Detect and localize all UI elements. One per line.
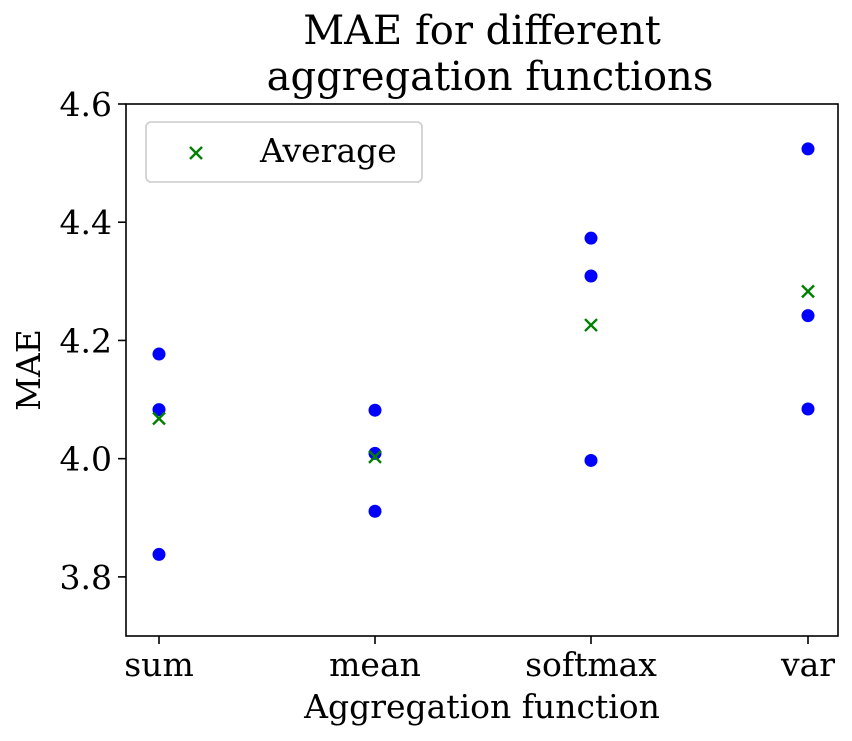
data-point-sum <box>152 347 166 361</box>
data-point-mean <box>368 504 382 518</box>
y-tick-label: 3.8 <box>60 558 112 597</box>
data-point-softmax <box>584 231 598 245</box>
legend-box <box>145 121 423 183</box>
x-tick-label-var: var <box>780 645 835 684</box>
y-axis-ticks: 3.8 4.0 4.2 4.4 4.6 <box>60 85 126 597</box>
legend-average-x-marker <box>189 146 203 160</box>
y-axis-label: MAE <box>9 329 48 411</box>
x-axis-ticks: sum mean softmax var <box>124 636 835 684</box>
data-point-var <box>801 309 815 323</box>
x-tick-label-sum: sum <box>124 645 193 684</box>
y-tick-label: 4.2 <box>60 321 112 360</box>
x-tick-label-softmax: softmax <box>525 645 657 684</box>
data-point-softmax <box>584 269 598 283</box>
x-axis-label: Aggregation function <box>303 687 660 726</box>
data-point-softmax <box>584 453 598 467</box>
data-point-sum <box>152 547 166 561</box>
plot-area-frame <box>125 103 839 637</box>
chart-title-line-2: aggregation functions <box>267 54 714 100</box>
y-tick-label: 4.0 <box>60 440 112 479</box>
plot-marks <box>152 142 815 561</box>
data-point-mean <box>368 403 382 417</box>
data-point-sum <box>152 403 166 417</box>
legend: Average <box>145 121 423 183</box>
data-point-var <box>801 402 815 416</box>
chart-title-line-1: MAE for different <box>303 8 661 54</box>
legend-marker-average <box>189 146 203 160</box>
average-marker-sum <box>152 411 166 426</box>
x-tick-label-mean: mean <box>329 645 421 684</box>
average-marker-mean <box>368 450 382 464</box>
data-point-var <box>801 142 815 156</box>
y-tick-label: 4.4 <box>60 203 112 242</box>
legend-label-average: Average <box>259 131 397 170</box>
data-point-mean <box>368 446 382 460</box>
average-marker-var <box>801 284 815 299</box>
average-marker-softmax <box>584 318 598 332</box>
y-tick-label: 4.6 <box>60 85 112 124</box>
